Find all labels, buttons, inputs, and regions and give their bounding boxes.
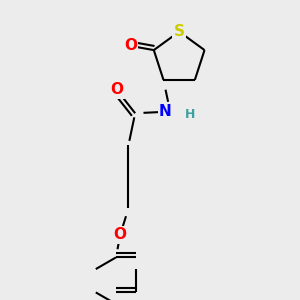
Text: O: O <box>114 227 127 242</box>
Text: N: N <box>159 104 172 119</box>
Text: O: O <box>110 82 123 98</box>
Text: O: O <box>124 38 137 53</box>
Text: H: H <box>185 108 196 122</box>
Text: S: S <box>174 24 185 39</box>
